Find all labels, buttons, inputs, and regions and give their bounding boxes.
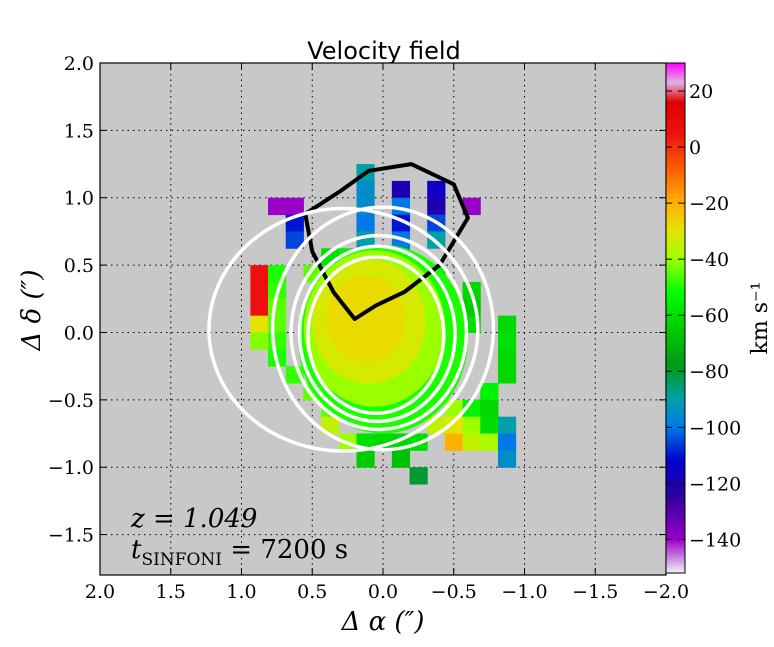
velocity-pixel	[480, 399, 499, 418]
velocity-pixel	[497, 450, 517, 468]
velocity-pixel	[250, 315, 269, 333]
x-tick-label: 1.0	[226, 581, 256, 603]
velocity-pixel	[250, 281, 269, 300]
velocity-pixel	[321, 416, 340, 435]
velocity-pixel	[356, 180, 375, 199]
velocity-pixel	[462, 416, 481, 435]
colorbar-tick-label: −20	[689, 193, 729, 215]
velocity-pixel	[409, 467, 428, 485]
x-tick-label: −2.0	[643, 581, 689, 603]
velocity-pixel	[462, 433, 481, 451]
y-axis-label: Δ δ (″)	[17, 270, 47, 352]
core-ring	[326, 275, 406, 363]
y-tick-labels: 2.0 1.5 1.0 0.5 0.0 −0.5 −1.0 −1.5	[48, 53, 94, 547]
velocity-pixel	[250, 332, 269, 350]
velocity-pixel	[268, 315, 287, 333]
exposure-value: = 7200 s	[222, 535, 348, 565]
colorbar-tick-label: 0	[689, 137, 701, 159]
y-tick-label: 0.5	[64, 255, 94, 277]
colorbar-label: km s⁻¹	[748, 282, 773, 355]
velocity-pixel	[444, 433, 464, 451]
velocity-pixel	[462, 197, 481, 216]
exposure-annotation: tSINFONI = 7200 s	[131, 535, 348, 570]
velocity-pixel	[285, 197, 304, 216]
chart-title: Velocity field	[307, 37, 461, 65]
white-contour	[270, 205, 496, 452]
velocity-pixel	[356, 450, 375, 468]
colorbar-tick-label: −60	[689, 305, 729, 327]
x-tick-label: −1.5	[572, 581, 618, 603]
y-tick-label: 0.0	[64, 322, 94, 344]
velocity-pixel	[497, 433, 517, 451]
y-tick-label: −0.5	[48, 390, 94, 412]
velocity-pixel	[497, 349, 517, 367]
white-contour	[289, 233, 469, 432]
exposure-symbol: t	[131, 535, 142, 565]
x-tick-label: −1.0	[501, 581, 547, 603]
velocity-pixel	[497, 366, 517, 384]
colorbar-tick-label: −140	[689, 529, 741, 551]
colorbar: 20 0 −20 −40 −60 −80 −100 −120 −140 km s⁻¹	[665, 62, 773, 574]
velocity-pixel	[444, 416, 464, 435]
velocity-pixel	[497, 332, 517, 350]
colorbar-tick-label: −40	[689, 249, 729, 271]
white-contour	[306, 255, 446, 416]
velocity-pixel	[268, 332, 287, 350]
y-tick-label: 1.0	[64, 188, 94, 210]
velocity-pixel	[391, 450, 411, 468]
velocity-pixel	[480, 433, 499, 451]
velocity-pixel	[250, 265, 269, 283]
velocity-pixel	[285, 231, 304, 249]
velocity-pixel	[427, 180, 446, 199]
velocity-pixel	[497, 416, 517, 435]
x-tick-label: 1.5	[156, 581, 186, 603]
velocity-pixel	[391, 180, 411, 199]
velocity-pixel	[480, 416, 499, 435]
colorbar-tick-label: −80	[689, 361, 729, 383]
velocity-pixel	[250, 298, 269, 317]
velocity-pixel	[427, 197, 446, 216]
velocity-pixel	[497, 315, 517, 333]
colorbar-tick-label: −120	[689, 473, 741, 495]
velocity-pixel	[480, 383, 499, 401]
x-tick-label: 0.0	[368, 581, 398, 603]
x-tick-label: 2.0	[85, 581, 115, 603]
y-tick-label: −1.0	[48, 457, 94, 479]
velocity-pixel	[356, 214, 375, 232]
x-axis-label: Δ α (″)	[341, 607, 425, 637]
white-contours	[207, 205, 496, 453]
y-tick-label: 1.5	[64, 120, 94, 142]
colorbar-ticks: 20 0 −20 −40 −60 −80 −100 −120 −140	[666, 81, 741, 551]
exposure-subscript: SINFONI	[141, 550, 222, 570]
x-tick-label: 0.5	[297, 581, 327, 603]
y-tick-label: 2.0	[64, 53, 94, 75]
colorbar-scale	[665, 62, 686, 574]
x-tick-labels: 2.0 1.5 1.0 0.5 0.0 −0.5 −1.0 −1.5 −2.0	[85, 581, 689, 603]
colorbar-tick-label: 20	[689, 81, 713, 103]
velocity-pixel	[268, 197, 287, 216]
x-tick-label: −0.5	[431, 581, 477, 603]
plot-area	[99, 62, 667, 576]
colorbar-tick-label: −100	[689, 417, 741, 439]
grid-lines	[100, 63, 666, 575]
white-contour	[207, 206, 480, 453]
white-contour	[297, 244, 457, 424]
redshift-annotation: z = 1.049	[130, 504, 257, 534]
y-tick-label: −1.5	[48, 525, 94, 547]
velocity-core	[298, 244, 468, 434]
